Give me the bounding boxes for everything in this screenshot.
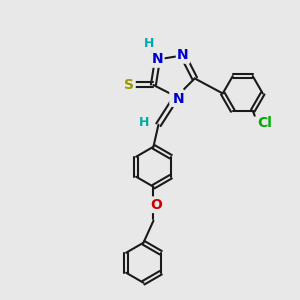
Text: H: H — [144, 37, 154, 50]
Text: N: N — [171, 90, 182, 104]
Text: N: N — [172, 92, 184, 106]
Text: N: N — [177, 48, 189, 62]
Text: Cl: Cl — [257, 116, 272, 130]
Text: N: N — [152, 52, 163, 66]
Text: O: O — [151, 198, 162, 212]
Text: S: S — [124, 78, 134, 92]
Text: H: H — [139, 116, 150, 129]
